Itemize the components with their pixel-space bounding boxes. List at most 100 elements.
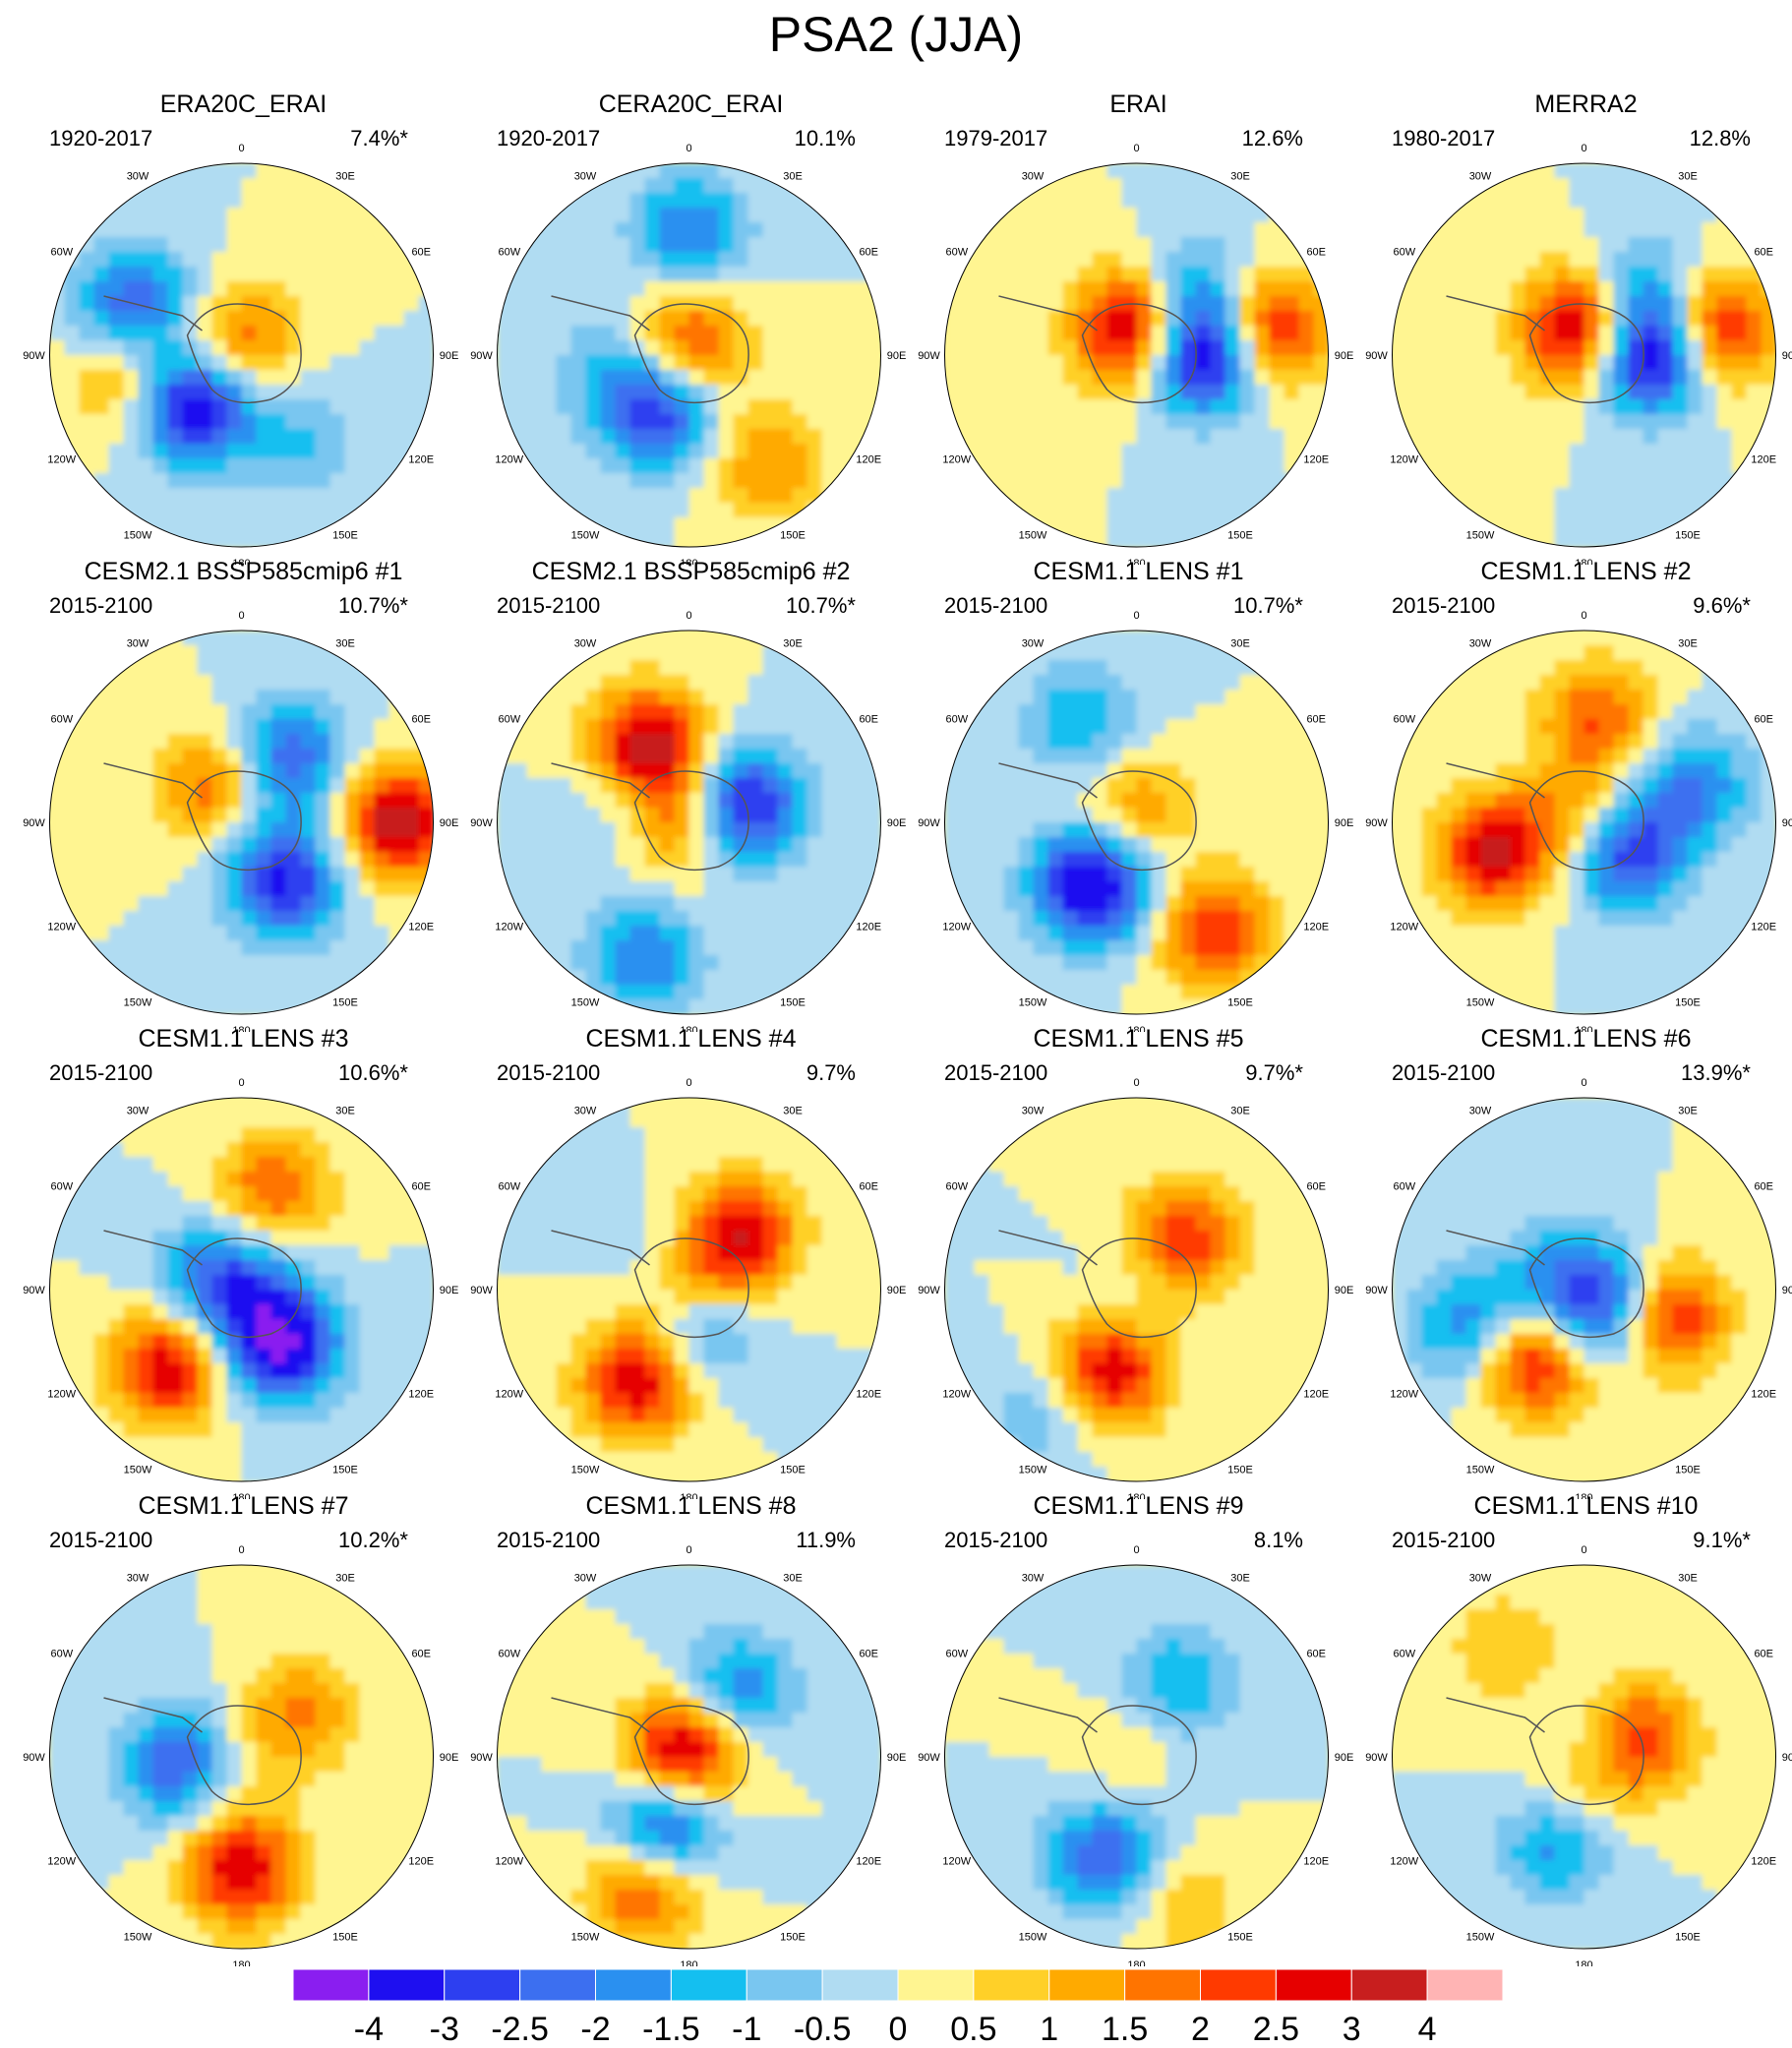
longitude-label: 90E — [440, 1752, 459, 1764]
longitude-label: 90W — [23, 817, 45, 829]
longitude-label: 120W — [942, 1856, 971, 1868]
panel-period: 1920-2017 — [497, 126, 601, 151]
longitude-label: 120E — [1303, 922, 1329, 934]
longitude-label: 90W — [1365, 1285, 1388, 1296]
longitude-label: 90W — [23, 1285, 45, 1296]
polar-stereographic-map: 0 30E 60E 90E 120E 150E 180 150W 120W 90W 60W 30W — [470, 610, 907, 1032]
panel-variance: 11.9% — [796, 1528, 856, 1552]
longitude-label: 120E — [1751, 1856, 1776, 1868]
longitude-label: 150W — [571, 1465, 600, 1476]
longitude-label: 30E — [335, 637, 355, 649]
colorbar-tick-label: 0 — [889, 2011, 908, 2048]
longitude-label: 30E — [1678, 1105, 1698, 1116]
map-panel: CESM1.1 LENS #8 2015-2100 11.9% 0 30E 60E 90E 1… — [467, 1492, 915, 1966]
longitude-label: 90W — [918, 1285, 940, 1296]
longitude-label: 90W — [23, 1752, 45, 1764]
longitude-label: 60W — [50, 714, 73, 726]
longitude-label: 0 — [238, 610, 244, 622]
panel-variance: 8.1% — [1253, 1528, 1303, 1552]
panel-title: CESM1.1 LENS #9 — [1033, 1492, 1244, 1520]
longitude-label: 120E — [408, 1856, 434, 1868]
panel-variance: 10.1% — [794, 126, 856, 151]
longitude-label: 120W — [47, 1856, 76, 1868]
polar-stereographic-map: 0 30E 60E 90E 120E 150E 180 150W 120W 90W 60W 30W — [918, 143, 1353, 565]
longitude-label: 150W — [571, 997, 600, 1009]
longitude-label: 120W — [1390, 1856, 1418, 1868]
panel-title: MERRA2 — [1534, 90, 1638, 118]
longitude-label: 90W — [470, 817, 493, 829]
longitude-label: 120E — [1751, 922, 1776, 934]
polar-stereographic-map: 0 30E 60E 90E 120E 150E 180 150W 120W 90W 60W 30W — [470, 1544, 907, 1966]
longitude-label: 150W — [1019, 1932, 1047, 1944]
coastline — [1446, 1230, 1644, 1339]
panel-title: CESM1.1 LENS #2 — [1480, 558, 1692, 585]
map-panel: CESM1.1 LENS #5 2015-2100 9.7%* 0 30E 60E 90E 1… — [915, 1025, 1362, 1499]
map-panel: ERAI 1979-2017 12.6% 0 30E 60E 90E 120E 150E 180 1… — [915, 90, 1362, 565]
panel-title: ERA20C_ERAI — [159, 90, 328, 118]
colorbar-swatch — [368, 1969, 446, 2002]
longitude-label: 150W — [1466, 1932, 1495, 1944]
panel-period: 2015-2100 — [49, 593, 153, 618]
longitude-label: 90E — [887, 817, 907, 829]
longitude-label: 90E — [887, 1752, 907, 1764]
longitude-label: 30W — [574, 1572, 597, 1584]
longitude-label: 60W — [945, 247, 968, 259]
panel-variance: 13.9%* — [1681, 1060, 1751, 1085]
longitude-label: 90E — [1782, 350, 1792, 362]
polar-stereographic-map: 0 30E 60E 90E 120E 150E 180 150W 120W 90W 60W 30W — [918, 610, 1354, 1032]
longitude-label: 120W — [942, 1389, 971, 1401]
colorbar-swatch — [973, 1969, 1050, 2002]
longitude-label: 60W — [945, 714, 968, 726]
longitude-label: 60W — [1393, 247, 1415, 259]
longitude-label: 30W — [127, 1572, 149, 1584]
longitude-label: 150W — [571, 1932, 600, 1944]
polar-stereographic-map: 0 30E 60E 90E 120E 150E 180 150W 120W 90W 60W 30W — [23, 1077, 459, 1499]
panel-period: 2015-2100 — [944, 1528, 1048, 1552]
longitude-label: 180 — [680, 1025, 697, 1032]
longitude-label: 90W — [918, 350, 940, 362]
longitude-label: 60W — [50, 247, 73, 259]
colorbar-tick-label: -2 — [580, 2011, 610, 2048]
map-panel: CESM2.1 BSSP585cmip6 #2 2015-2100 10.7%* 0 3… — [467, 558, 915, 1032]
colorbar-swatch — [897, 1969, 975, 2002]
longitude-label: 0 — [238, 143, 244, 154]
map-panel: CESM1.1 LENS #3 2015-2100 10.6%* 0 30E 60E 90E… — [20, 1025, 467, 1499]
longitude-label: 90E — [440, 1285, 459, 1296]
longitude-label: 120E — [408, 454, 434, 466]
map-panel: CESM1.1 LENS #6 2015-2100 13.9%* 0 30E 60E 90E… — [1362, 1025, 1792, 1499]
panel-period: 2015-2100 — [49, 1060, 153, 1085]
longitude-label: 150E — [332, 997, 358, 1009]
longitude-label: 30W — [1469, 637, 1492, 649]
panel-title: CESM2.1 BSSP585cmip6 #2 — [531, 558, 851, 585]
longitude-label: 150E — [332, 1465, 358, 1476]
longitude-label: 30W — [1469, 1572, 1492, 1584]
panel-title: CERA20C_ERAI — [598, 90, 784, 118]
longitude-label: 30W — [574, 1105, 597, 1116]
colorbar-tick-label: 0.5 — [950, 2011, 996, 2048]
colorbar-swatch — [1350, 1969, 1428, 2002]
longitude-label: 150W — [124, 1932, 152, 1944]
longitude-label: 30W — [574, 170, 597, 182]
map-panel: CESM1.1 LENS #1 2015-2100 10.7%* 0 30E 60E 90E… — [915, 558, 1362, 1032]
longitude-label: 30E — [1678, 637, 1698, 649]
longitude-label: 0 — [238, 1077, 244, 1089]
longitude-label: 120W — [495, 454, 523, 466]
colorbar-tick-label: 3 — [1343, 2011, 1361, 2048]
panel-period: 2015-2100 — [1392, 1528, 1496, 1552]
longitude-label: 90E — [1335, 1752, 1354, 1764]
longitude-label: 90E — [1335, 817, 1354, 829]
longitude-label: 90W — [918, 1752, 940, 1764]
panel-variance: 9.7% — [806, 1060, 856, 1085]
longitude-label: 60E — [1306, 247, 1326, 259]
polar-stereographic-map: 0 30E 60E 90E 120E 150E 180 150W 120W 90W 60W 30W — [23, 1544, 459, 1966]
longitude-label: 0 — [238, 1544, 244, 1556]
panel-variance: 12.6% — [1241, 126, 1303, 151]
panel-period: 2015-2100 — [497, 1060, 601, 1085]
longitude-label: 30E — [1678, 170, 1698, 182]
longitude-label: 180 — [1127, 1959, 1145, 1966]
longitude-label: 30E — [783, 1572, 803, 1584]
longitude-label: 150E — [332, 530, 358, 542]
polar-stereographic-map: 0 30E 60E 90E 120E 150E 180 150W 120W 90W 60W 30W — [918, 1077, 1353, 1499]
panel-title: CESM1.1 LENS #10 — [1473, 1492, 1699, 1520]
longitude-label: 60E — [1306, 1649, 1326, 1660]
